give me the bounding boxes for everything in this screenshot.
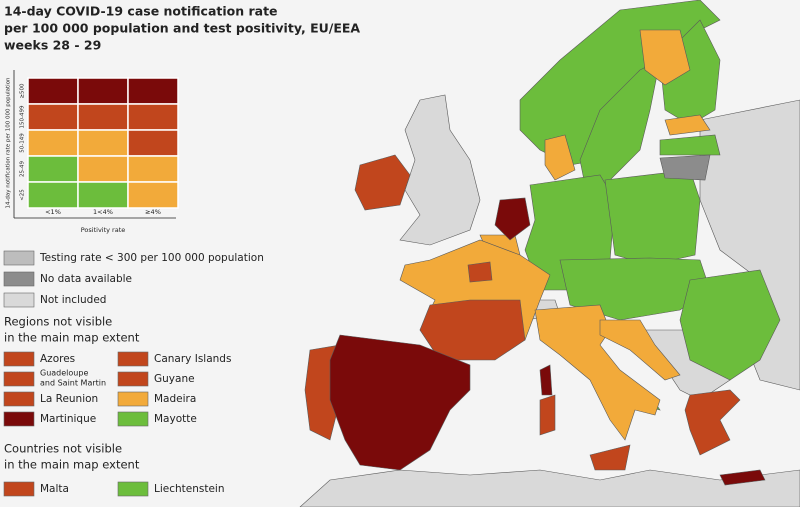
legend-heading: Countries not visible	[4, 442, 122, 456]
matrix-cell-shape	[127, 155, 179, 183]
region-label: La Reunion	[40, 393, 98, 405]
country-label: Liechtenstein	[154, 483, 225, 495]
legend-swatch	[3, 481, 35, 497]
dark-red-regions	[329, 197, 766, 486]
not-included-land-shape	[399, 94, 481, 246]
region-label: Canary Islands	[154, 353, 231, 365]
matrix-cell-shape	[77, 129, 129, 157]
green-regions	[519, 0, 781, 411]
red-regions-shape	[589, 444, 631, 471]
matrix-cell	[27, 77, 179, 209]
legend-label: No data available	[40, 273, 132, 285]
column-label: 1<4%	[93, 208, 113, 216]
title: 14-day COVID-19 case notification rate p…	[4, 4, 360, 53]
no-data-regions-shape	[659, 154, 711, 181]
matrix-cell-shape	[27, 77, 79, 105]
matrix-cell-shape	[127, 103, 179, 131]
orange-regions-shape	[639, 29, 691, 86]
matrix-cell-shape	[27, 103, 79, 131]
orange-regions-shape	[544, 134, 576, 181]
matrix-cell-shape	[77, 155, 129, 183]
legend-swatch	[117, 391, 149, 407]
red-regions-shape	[684, 389, 741, 456]
title-line: weeks 28 - 29	[4, 38, 101, 53]
red-regions-shape	[539, 394, 556, 436]
legend: Testing rate < 300 per 100 000 populatio…	[3, 250, 264, 497]
legend-heading: in the main map extent	[4, 458, 140, 472]
legend-swatch	[3, 292, 35, 308]
region-label: Guadeloupe	[40, 369, 88, 378]
country-label: Malta	[40, 483, 69, 495]
legend-swatch	[117, 481, 149, 497]
region-label: Mayotte	[154, 413, 197, 425]
legend-swatch	[117, 351, 149, 367]
matrix-cell-shape	[127, 129, 179, 157]
no-data-regions	[659, 154, 711, 181]
red-regions-shape	[419, 299, 526, 361]
legend-label: Not included	[40, 294, 106, 306]
row-label: 150-499	[20, 105, 26, 128]
legend-swatch	[117, 371, 149, 387]
title-line: 14-day COVID-19 case notification rate	[4, 4, 278, 19]
legend-swatch	[3, 371, 35, 387]
region-label: Madeira	[154, 393, 196, 405]
row-label: 25-49	[20, 161, 26, 177]
orange-regions-shape	[599, 319, 681, 381]
region-label: Azores	[40, 353, 75, 365]
green-regions-shape	[604, 169, 701, 266]
orange-regions-shape	[664, 114, 711, 136]
matrix-cell-shape	[127, 181, 179, 209]
matrix-cell-shape	[127, 77, 179, 105]
matrix-cell-shape	[27, 129, 79, 157]
not-included-land-shape	[299, 469, 800, 507]
dark-red-regions-shape	[539, 364, 553, 396]
red-regions-shape	[467, 261, 493, 283]
matrix-y-label: 14-day notification rate per 100 000 pop…	[6, 77, 12, 209]
region-label: and Saint Martin	[40, 379, 106, 388]
region-label: Martinique	[40, 413, 96, 425]
red-regions-shape	[354, 154, 411, 211]
matrix-cell-shape	[77, 77, 129, 105]
row-label: ≥500	[20, 83, 26, 99]
dark-red-regions-shape	[719, 469, 766, 486]
dark-red-regions-shape	[494, 197, 531, 241]
matrix-cell-shape	[77, 103, 129, 131]
legend-swatch	[3, 411, 35, 427]
legend-heading: in the main map extent	[4, 331, 140, 345]
column-label: ≥4%	[145, 208, 161, 216]
matrix-cell-shape	[27, 155, 79, 183]
green-regions-shape	[659, 134, 721, 156]
column-label: <1%	[45, 208, 61, 216]
dark-red-regions-shape	[329, 334, 471, 471]
matrix-cell-shape	[27, 181, 79, 209]
legend-swatch	[117, 411, 149, 427]
legend-swatch	[3, 391, 35, 407]
matrix-cell-shape	[77, 181, 129, 209]
legend-swatch	[3, 351, 35, 367]
title-line: per 100 000 population and test positivi…	[4, 21, 360, 36]
region-label: Guyane	[154, 373, 195, 385]
row-label: <25	[20, 189, 26, 201]
legend-swatch	[3, 271, 35, 287]
green-regions-shape	[679, 269, 781, 381]
matrix-x-label: Positivity rate	[81, 226, 126, 234]
row-label: 50-149	[20, 133, 26, 153]
legend-heading: Regions not visible	[4, 315, 112, 329]
risk-matrix: 14-day notification rate per 100 000 pop…	[6, 70, 179, 234]
legend-label: Testing rate < 300 per 100 000 populatio…	[39, 252, 264, 264]
legend-swatch	[3, 250, 35, 266]
